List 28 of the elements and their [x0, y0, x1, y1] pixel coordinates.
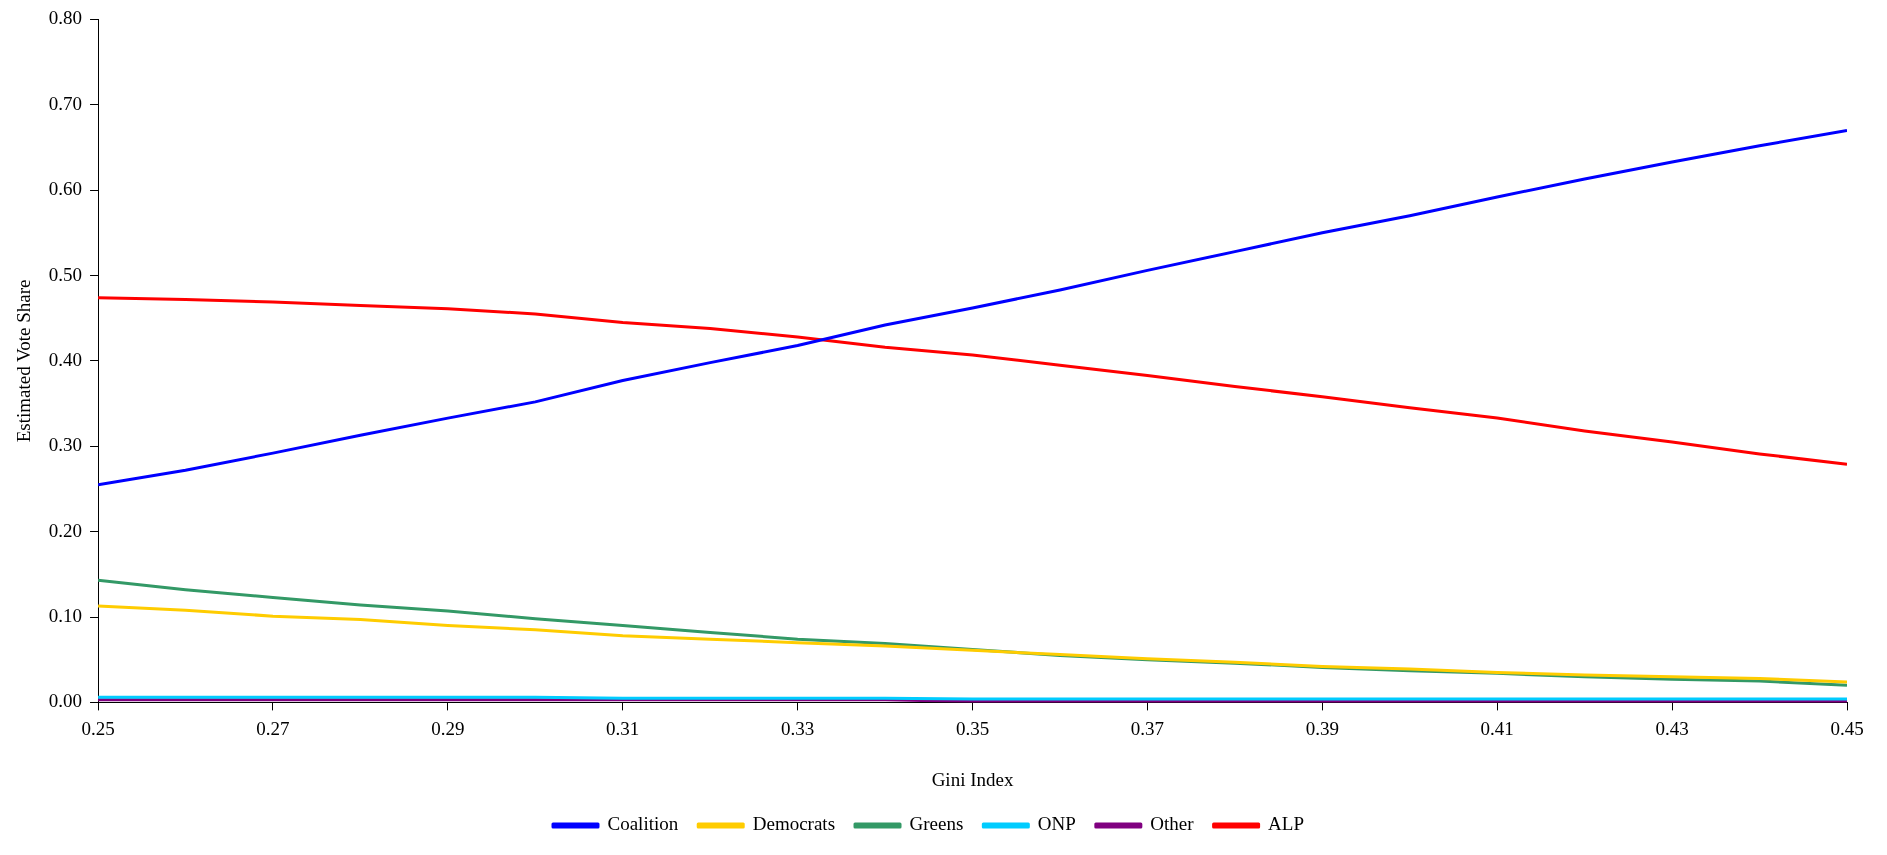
x-tick-label: 0.29 — [431, 717, 465, 739]
legend-label: Democrats — [752, 813, 836, 835]
x-tick-label: 0.33 — [781, 717, 815, 739]
x-axis-title: Gini Index — [931, 768, 1014, 790]
legend-label: ALP — [1268, 813, 1305, 835]
legend-label: ONP — [1037, 813, 1076, 835]
y-axis-title: Estimated Vote Share — [13, 279, 35, 443]
legend-label: Greens — [909, 813, 964, 835]
legend-label: Other — [1150, 813, 1195, 835]
x-tick-label: 0.35 — [955, 717, 990, 739]
y-tick-label: 0.80 — [48, 7, 83, 29]
x-tick-label: 0.27 — [256, 717, 290, 739]
x-tick-label: 0.41 — [1480, 717, 1514, 739]
x-tick-label: 0.31 — [606, 717, 640, 739]
y-tick-label: 0.30 — [48, 434, 83, 456]
y-tick-label: 0.70 — [48, 92, 83, 114]
x-tick-label: 0.25 — [81, 717, 115, 739]
x-tick-label: 0.43 — [1655, 717, 1689, 739]
x-tick-label: 0.39 — [1305, 717, 1339, 739]
x-tick-label: 0.37 — [1130, 717, 1165, 739]
legend-label: Coalition — [607, 813, 679, 835]
x-tick-label: 0.45 — [1830, 717, 1864, 739]
y-tick-label: 0.00 — [48, 690, 83, 712]
y-tick-label: 0.10 — [48, 605, 83, 627]
y-tick-label: 0.20 — [48, 519, 83, 541]
y-tick-label: 0.40 — [48, 348, 83, 370]
y-tick-label: 0.50 — [48, 263, 83, 285]
y-tick-label: 0.60 — [48, 178, 83, 200]
